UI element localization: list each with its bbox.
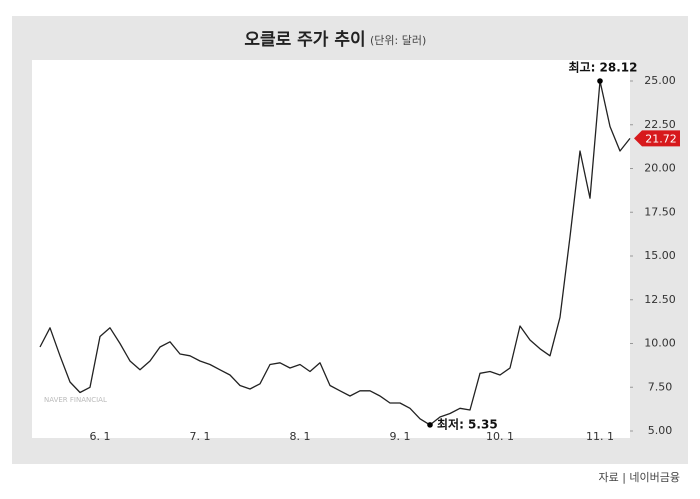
watermark: NAVER FINANCIAL <box>44 396 107 404</box>
x-tick-label: 8. 1 <box>290 430 311 443</box>
x-tick-label: 6. 1 <box>90 430 111 443</box>
y-tick-label: 17.50 <box>644 205 676 218</box>
y-tick-label: 25.00 <box>644 74 676 87</box>
y-tick-label: 12.50 <box>644 293 676 306</box>
max-point <box>597 78 603 84</box>
annotation: 최저: 5.35 <box>437 416 498 431</box>
annotation: 최고: 28.12 <box>568 60 637 75</box>
x-tick-label: 9. 1 <box>390 430 411 443</box>
y-tick-label: 7.50 <box>648 380 673 393</box>
x-tick-label: 10. 1 <box>486 430 514 443</box>
x-tick-label: 11. 1 <box>586 430 614 443</box>
current-value: 21.72 <box>645 132 677 145</box>
y-tick-label: 10.00 <box>644 337 676 350</box>
y-tick-label: 5.00 <box>648 424 673 437</box>
min-point <box>427 422 433 428</box>
chart-title: 오클로 주가 추이 <box>244 30 365 50</box>
y-tick-label: 15.00 <box>644 249 676 262</box>
current-tag <box>634 130 680 147</box>
subtitle: (단위: 달러) <box>370 34 426 47</box>
source: 자료 | 네이버금융 <box>598 471 680 484</box>
y-tick-label: 22.50 <box>644 118 676 131</box>
y-tick-label: 20.00 <box>644 162 676 175</box>
line <box>39 80 631 426</box>
x-tick-label: 7. 1 <box>190 430 211 443</box>
plot-area <box>32 60 630 438</box>
